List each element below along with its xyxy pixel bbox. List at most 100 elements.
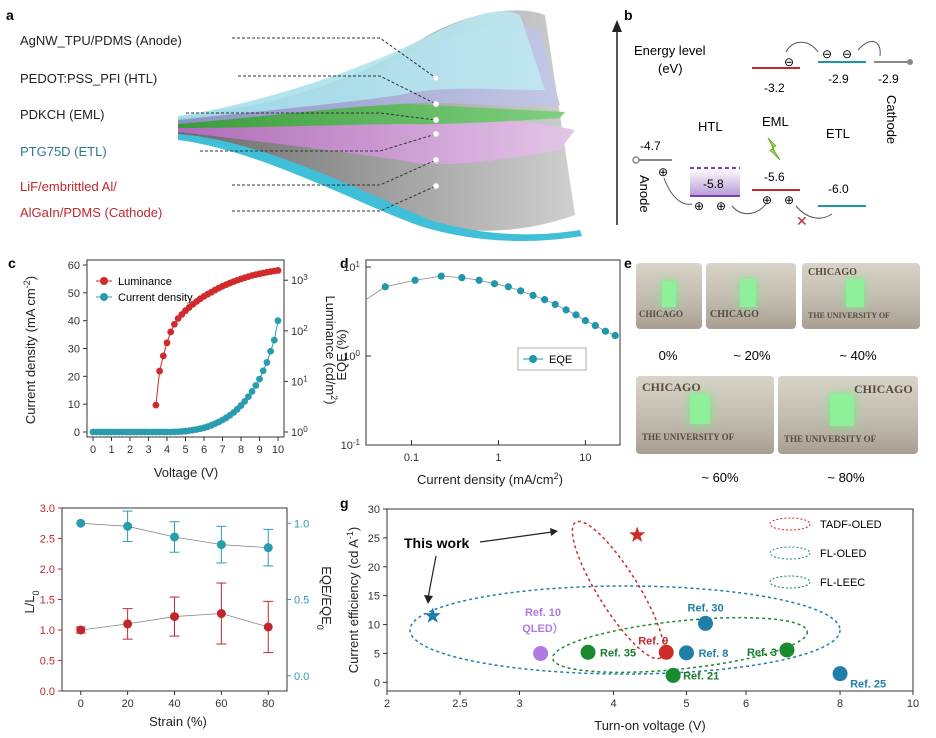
current-point: [274, 317, 282, 325]
plot-g-legend: TADF-OLED FL-OLED FL-LEEC: [769, 517, 882, 589]
y-tick-label: 25: [368, 533, 380, 545]
luminance-ratio-point: [123, 619, 133, 629]
panel-c-letter: c: [8, 255, 16, 271]
anode-value: -4.7: [640, 139, 661, 153]
eqe-point: [437, 272, 445, 280]
eqe-point: [581, 317, 589, 325]
y-left-tick-label: 2.5: [40, 534, 55, 546]
y-right-tick-label: 0.5: [294, 595, 309, 607]
layer-label-anode: AgNW_TPU/PDMS (Anode): [20, 33, 182, 48]
group-ellipses: [409, 520, 841, 675]
plot-d-eqe-series: [365, 272, 619, 340]
luminance-ratio-point: [216, 609, 226, 619]
x-tick-label: 60: [215, 698, 227, 710]
photo-strain-20: CHICAGO: [706, 263, 796, 329]
x-tick-label: 0: [90, 444, 96, 456]
emission-glow: [846, 279, 864, 307]
layer-label-etl: PTG75D (ETL): [20, 144, 107, 159]
point-marker: [779, 642, 795, 658]
x-tick-label: 1: [108, 444, 114, 456]
layer-labels: AgNW_TPU/PDMS (Anode) PEDOT:PSS_PFI (HTL…: [20, 33, 182, 220]
legend-fl-leec-marker: [769, 575, 811, 589]
y-tick-label: 15: [368, 591, 380, 603]
x-tick-label: 2: [127, 444, 133, 456]
x-tick-label: 8: [238, 444, 244, 456]
y-left-tick-label: 1.0: [40, 625, 55, 637]
plot-f-ticks: 0 20 40 60 80 0.0 0.5 1.0 1.5 2.0 2.5 3.0 0.0 0.5 1.0: [40, 503, 310, 710]
x-tick-label: 0: [78, 698, 84, 710]
eml-layer: [178, 103, 565, 128]
y-tick-label: 20: [368, 562, 380, 574]
y-left-tick-label: 10: [68, 399, 80, 411]
plot-g-ylabel: Current efficiency (cd A-1): [345, 527, 361, 674]
luminance-point: [159, 352, 167, 360]
layer-label-cathode-2: AlGaIn/PDMS (Cathode): [20, 205, 162, 220]
y-left-tick-label: 0.0: [40, 686, 55, 698]
x-tick-label: 20: [122, 698, 134, 710]
panel-a-letter: a: [6, 7, 14, 23]
panel-a: a AgNW_TPU/PDMS (Anode) PEDOT:PSS_PFI (H…: [6, 7, 582, 242]
hole-icon: ⊕: [658, 165, 668, 179]
etl-name: ETL: [826, 126, 850, 141]
x-tick-label: 3: [145, 444, 151, 456]
eqe-ratio-point: [216, 540, 226, 550]
legend-eqe-marker: [529, 355, 537, 363]
eqe-ratio-point: [123, 521, 133, 531]
panel-f: 0 20 40 60 800.00.51.01.52.02.53.00.00.51.0 …: [22, 503, 334, 729]
photo-text: CHICAGO: [808, 267, 857, 278]
plot-d-ylabel: EQE (%): [334, 329, 349, 380]
y-left-tick-label: 3.0: [40, 503, 55, 515]
anode-name: Anode: [637, 175, 652, 213]
hole-icon: ⊕: [762, 193, 772, 207]
legend-box: [517, 347, 587, 371]
y-right-tick-label: 103: [291, 273, 308, 288]
luminance-ratio-point: [263, 622, 273, 632]
panel-b: b Energy level (eV) HTL EML ETL Anode Ca…: [612, 7, 913, 229]
cathode-value: -2.9: [878, 72, 899, 86]
point-label: Ref. 35: [600, 647, 636, 659]
strain-label-20: ~ 20%: [733, 348, 771, 363]
eqe-point: [458, 274, 466, 282]
legend-fl-leec: FL-LEEC: [820, 577, 865, 589]
point-marker: [580, 644, 596, 660]
y-right-tick-label: 101: [291, 374, 308, 389]
x-tick-label: 1: [495, 452, 501, 464]
y-left-tick-label: 0.5: [40, 656, 55, 668]
eml-homo-value: -5.6: [764, 170, 785, 184]
legend-tadf: TADF-OLED: [820, 519, 882, 531]
panel-b-letter: b: [624, 7, 633, 23]
fl-oled-ellipse: [409, 585, 841, 675]
eml-lumo-value: -3.2: [764, 81, 785, 95]
fl-leec-ellipse: [551, 616, 809, 674]
eqe-point: [601, 327, 610, 335]
luminance-point: [156, 367, 164, 375]
electron-icon: ⊖: [784, 55, 794, 69]
x-tick-label: 6: [201, 444, 207, 456]
photo-strain-80: CHICAGO THE UNIVERSITY OF: [778, 376, 918, 454]
eqe-point: [381, 283, 389, 291]
legend-fl-oled: FL-OLED: [820, 548, 867, 560]
plot-f-ylabel-left: L/L0: [22, 590, 41, 613]
point-marker: [665, 667, 681, 683]
legend-tadf-marker: [769, 517, 811, 531]
eqe-point: [504, 283, 512, 291]
eqe-ratio-point: [263, 543, 273, 553]
plot-c-luminance-series: [152, 267, 282, 409]
point-label: Ref. 30: [688, 602, 724, 614]
luminance-point: [163, 339, 171, 347]
y-left-tick-label: 1.5: [40, 595, 55, 607]
tadf-arrowhead: [550, 528, 558, 536]
x-tick-label: 2.5: [452, 698, 467, 710]
eqe-point: [591, 321, 599, 330]
x-tick-label: 9: [256, 444, 262, 456]
legend-luminance-marker: [100, 277, 108, 285]
current-point: [252, 382, 260, 389]
strain-label-0: 0%: [659, 348, 678, 363]
panel-g-letter: g: [340, 495, 349, 511]
x-tick-label: 8: [837, 698, 843, 710]
eqe-point: [572, 311, 580, 319]
this-work-arrowhead: [424, 595, 433, 604]
anode-layer: [178, 11, 545, 120]
